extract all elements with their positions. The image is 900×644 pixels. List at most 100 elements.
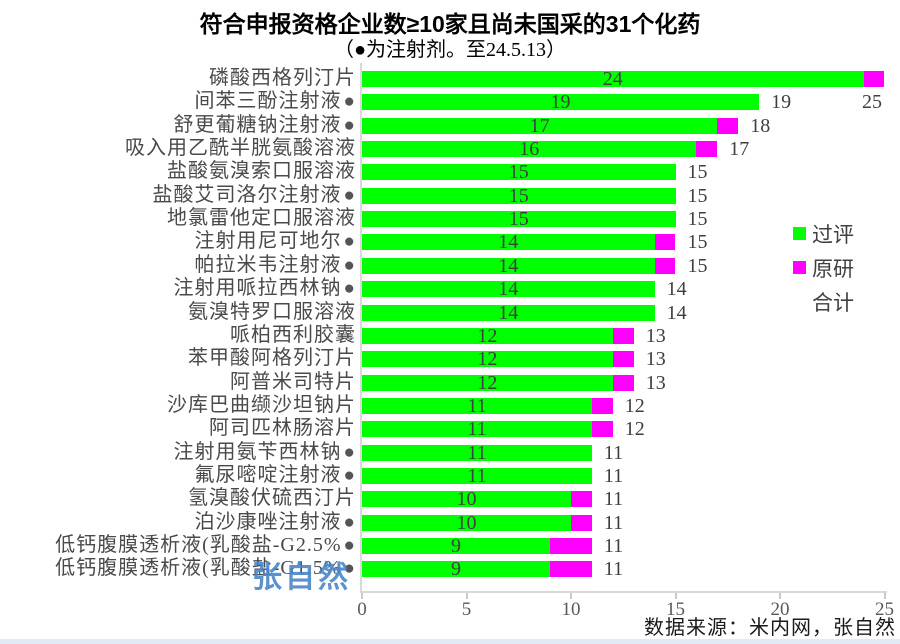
x-axis-tick — [465, 593, 468, 599]
injection-dot-icon: ● — [343, 464, 356, 486]
drug-label: 注射用哌拉西林钠 ● — [173, 277, 356, 300]
pass-value-label: 16 — [519, 138, 540, 161]
total-value-label: 25 — [862, 91, 882, 113]
total-value-label: 13 — [645, 371, 666, 394]
pass-value-label: 24 — [602, 68, 623, 90]
pass-value-label: 14 — [498, 254, 519, 277]
total-value-label: 11 — [603, 464, 624, 487]
bar-orig-segment — [571, 491, 592, 508]
drug-label: 注射用氨苄西林钠 ● — [173, 440, 356, 463]
watermark: 张自然 — [252, 561, 351, 594]
drug-label: 吸入用乙酰半胱氨酸溶液 — [125, 137, 356, 160]
total-value-label: 15 — [687, 161, 708, 184]
bar-orig-segment — [717, 117, 739, 134]
pass-value-label: 12 — [477, 324, 498, 347]
bar-pass-segment — [362, 94, 760, 111]
drug-label: 盐酸氨溴索口服溶液 — [167, 160, 356, 183]
bar-pass-segment — [362, 327, 613, 344]
total-value-label: 18 — [750, 114, 771, 137]
injection-dot-icon: ● — [343, 441, 356, 463]
bar-pass-segment — [362, 71, 864, 87]
pass-value-label: 9 — [451, 558, 462, 581]
legend-item-pass: 过评 — [793, 222, 854, 247]
bar-row — [362, 187, 676, 204]
bar-orig-segment — [863, 71, 885, 87]
data-source-caption: 数据来源：米内网，张自然 — [644, 617, 896, 639]
injection-dot-icon: ● — [343, 231, 356, 253]
bar-row — [362, 94, 760, 111]
x-axis-tick — [674, 593, 677, 599]
total-swatch-placeholder — [793, 295, 806, 308]
bottom-accent-strip — [0, 639, 900, 644]
bar-orig-segment — [591, 421, 613, 438]
bar-pass-segment — [362, 538, 551, 554]
drug-label: 苯甲酸阿格列汀片 — [188, 347, 356, 370]
pass-value-label: 15 — [508, 208, 529, 231]
bar-orig-segment — [550, 561, 592, 578]
bar-orig-segment — [654, 234, 676, 251]
total-value-label: 19 — [771, 91, 792, 114]
pass-value-label: 11 — [467, 464, 487, 487]
pass-value-label: 11 — [467, 418, 487, 441]
pass-value-label: 14 — [498, 301, 519, 324]
injection-dot-icon: ● — [343, 254, 356, 276]
drug-label: 氟尿嘧啶注射液 ● — [194, 463, 356, 486]
drug-label: 低钙腹膜透析液(乳酸盐-G2.5% ● — [55, 534, 356, 556]
drug-label: 注射用尼可地尔 ● — [194, 230, 356, 253]
bar-pass-segment — [362, 141, 697, 158]
bar-row — [362, 491, 592, 508]
x-axis-line — [360, 591, 887, 593]
drug-label: 阿司匹林肠溶片 — [209, 417, 356, 440]
total-value-label: 13 — [645, 348, 666, 371]
injection-dot-icon: ● — [343, 91, 356, 113]
legend: 过评 原研 合计 — [793, 222, 854, 315]
drug-label: 舒更葡糖钠注射液 ● — [173, 113, 356, 136]
bar-pass-segment — [362, 351, 613, 368]
pass-value-label: 11 — [467, 441, 487, 464]
bar-row — [362, 141, 718, 158]
chart-title: 符合申报资格企业数≥10家且尚未国采的31个化药 — [199, 11, 701, 37]
total-value-label: 12 — [624, 394, 645, 417]
legend-orig-label: 原研 — [812, 256, 854, 281]
bar-orig-segment — [696, 141, 718, 158]
injection-dot-icon: ● — [343, 511, 356, 533]
total-value-label: 11 — [603, 511, 624, 534]
total-value-label: 11 — [603, 558, 624, 581]
x-axis-tick — [779, 593, 781, 599]
bar-pass-segment — [362, 211, 676, 228]
drug-label: 磷酸西格列汀片 — [209, 67, 356, 89]
bar-orig-segment — [654, 257, 676, 274]
y-axis-line — [360, 63, 362, 593]
bar-row — [362, 397, 613, 414]
injection-dot-icon: ● — [343, 278, 356, 300]
bar-row — [362, 304, 655, 321]
bar-row — [362, 234, 676, 251]
bar-row — [362, 327, 634, 344]
bar-pass-segment — [362, 234, 655, 251]
bar-orig-segment — [571, 514, 592, 531]
drug-label: 帕拉米韦注射液 ● — [194, 253, 356, 276]
pass-value-label: 19 — [550, 91, 571, 114]
pass-value-label: 10 — [456, 511, 477, 534]
bar-orig-segment — [612, 374, 634, 391]
drug-label: 地氯雷他定口服溶液 — [167, 207, 356, 230]
orig-swatch-icon — [793, 261, 806, 274]
x-axis-tick — [570, 593, 572, 599]
x-axis-tick — [361, 593, 363, 599]
pass-value-label: 12 — [477, 348, 498, 371]
bar-pass-segment — [362, 561, 551, 578]
legend-total-label: 合计 — [812, 290, 854, 315]
bar-row — [362, 281, 655, 298]
bar-pass-segment — [362, 444, 592, 461]
total-value-label: 15 — [687, 184, 708, 207]
pass-value-label: 12 — [477, 371, 498, 394]
legend-item-total: 合计 — [793, 290, 854, 315]
injection-dot-icon: ● — [343, 114, 356, 136]
drug-label: 盐酸艾司洛尔注射液 ● — [152, 183, 356, 206]
total-value-label: 15 — [687, 254, 708, 277]
bar-row — [362, 211, 676, 228]
injection-dot-icon: ● — [343, 184, 356, 206]
pass-value-label: 11 — [467, 394, 487, 417]
bar-row — [362, 374, 634, 391]
total-value-label: 11 — [603, 488, 624, 511]
